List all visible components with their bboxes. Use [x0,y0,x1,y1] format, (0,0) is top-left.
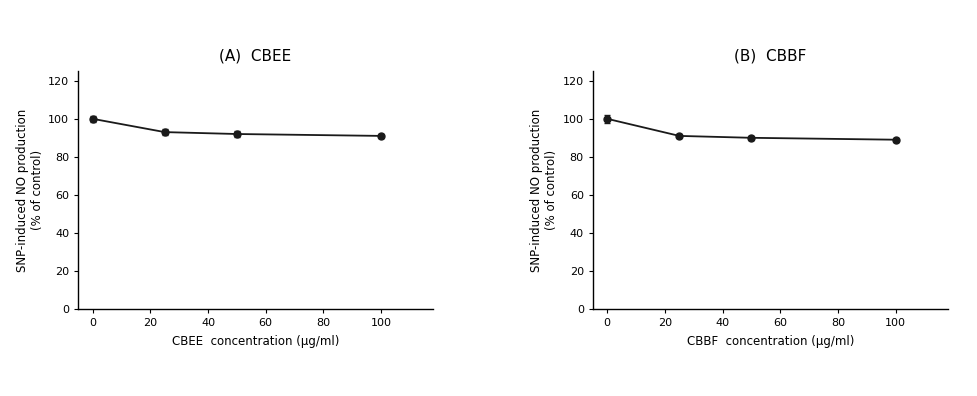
X-axis label: CBEE  concentration (μg/ml): CBEE concentration (μg/ml) [172,335,339,348]
X-axis label: CBBF  concentration (μg/ml): CBBF concentration (μg/ml) [687,335,854,348]
Y-axis label: SNP-induced NO production
(% of control): SNP-induced NO production (% of control) [16,109,44,272]
Title: (A)  CBEE: (A) CBEE [220,48,292,63]
Y-axis label: SNP-induced NO production
(% of control): SNP-induced NO production (% of control) [531,109,559,272]
Title: (B)  CBBF: (B) CBBF [734,48,806,63]
